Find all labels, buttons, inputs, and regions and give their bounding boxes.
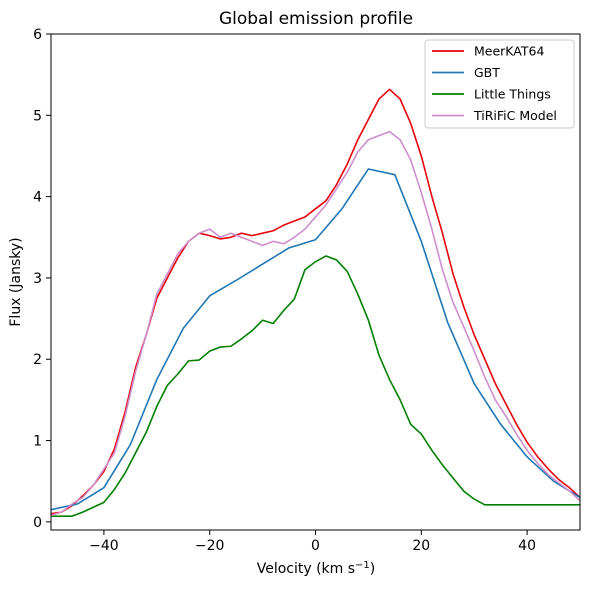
- series-line-tirific-model: [51, 130, 580, 517]
- y-tick-label: 4: [33, 190, 42, 206]
- y-tick-label: 5: [33, 108, 42, 124]
- series-line-meerkat64: [51, 88, 580, 515]
- legend-frame: [424, 39, 575, 129]
- y-tick-label: 1: [33, 434, 42, 450]
- legend: MeerKAT64 GBT Little Things TiRiFiC Model: [424, 39, 575, 129]
- x-tick-label: −20: [195, 538, 225, 554]
- y-tick-label: 0: [33, 515, 42, 531]
- y-tick-label: 3: [33, 271, 42, 287]
- series-line-gbt: [51, 168, 580, 511]
- legend-label: MeerKAT64: [474, 44, 544, 59]
- x-axis-label: Velocity (km s−1): [257, 560, 376, 578]
- x-axis-label-main: Velocity (km s: [257, 561, 355, 577]
- x-tick-label: 0: [311, 538, 320, 554]
- x-axis-label-end: ): [370, 561, 375, 577]
- legend-label: TiRiFiC Model: [473, 108, 557, 123]
- y-tick-label: 6: [33, 27, 42, 43]
- chart-title: Global emission profile: [219, 9, 413, 29]
- series-layer: [51, 88, 580, 517]
- x-tick-label: 40: [518, 538, 536, 554]
- x-tick-label: −40: [89, 538, 119, 554]
- y-tick-label: 2: [33, 352, 42, 368]
- legend-label: GBT: [474, 65, 500, 80]
- series-line-little-things: [51, 255, 580, 517]
- legend-label: Little Things: [474, 87, 551, 102]
- y-axis-label: Flux (Jansky): [8, 237, 24, 326]
- x-tick-label: 20: [412, 538, 430, 554]
- x-axis: −40 −20 0 20 40: [89, 530, 536, 554]
- y-axis: 0 1 2 3 4 5 6: [33, 27, 51, 531]
- x-axis-label-sup: −1: [355, 560, 370, 571]
